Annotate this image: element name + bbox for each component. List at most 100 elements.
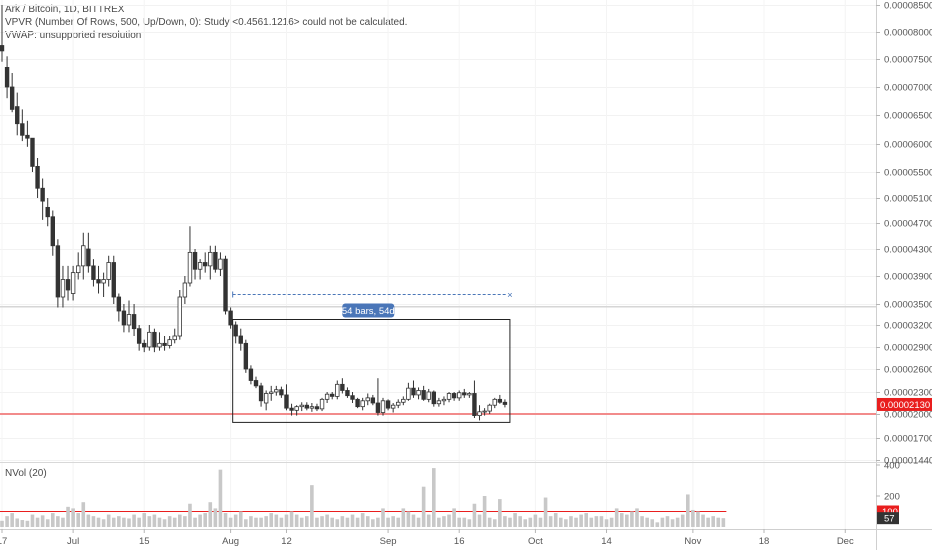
candle-body <box>192 251 198 270</box>
candle-body <box>131 314 137 330</box>
volume-bar <box>305 516 309 527</box>
candle <box>416 387 421 400</box>
volume-bar <box>548 516 553 527</box>
candle-body <box>45 206 50 218</box>
candle-body <box>116 296 122 312</box>
candle <box>86 232 91 273</box>
candle-body <box>487 404 492 412</box>
candle-body <box>294 406 299 411</box>
candle-body <box>451 393 457 399</box>
candle-body <box>223 258 228 312</box>
candle <box>101 272 106 297</box>
candle <box>187 226 193 287</box>
volume-bar <box>680 514 685 527</box>
candle <box>147 325 152 351</box>
candle-body <box>30 137 35 167</box>
price-tick-label: 0.00002600 <box>884 365 932 376</box>
candle-body <box>431 391 436 405</box>
candle <box>223 255 228 315</box>
candle <box>299 402 304 412</box>
candle <box>228 307 233 329</box>
candle <box>111 255 116 304</box>
candle-body <box>182 282 188 298</box>
price-tick-label: 0.00005100 <box>884 194 932 205</box>
candle <box>152 328 157 353</box>
candle-body <box>446 393 452 400</box>
price-tick-label: 0.00003200 <box>884 321 932 332</box>
volume-bar <box>447 514 451 527</box>
candle-body <box>324 393 330 400</box>
volume-bar <box>411 514 416 527</box>
volume-panel-label: NVol (20) <box>5 468 47 479</box>
volume-bar <box>655 522 660 527</box>
candle-body <box>136 328 142 344</box>
volume-bar <box>604 519 609 527</box>
measure-label-box <box>342 303 395 318</box>
candle <box>436 397 442 407</box>
time-axis[interactable]: 17 Jul 15 Aug 12 Sep 16 Oct 14 Nov 18 Dec <box>0 529 854 547</box>
volume-bar <box>127 518 131 527</box>
candle-body <box>304 404 309 409</box>
candle <box>213 245 218 273</box>
candle <box>50 210 55 256</box>
volume-bar <box>635 508 639 527</box>
candle <box>91 259 96 287</box>
candle <box>462 388 467 398</box>
price-tick-label: 0.00004700 <box>884 219 932 230</box>
measure-tool[interactable]: × 54 bars, 54d <box>232 290 513 423</box>
volume-bar <box>426 514 431 527</box>
volume-bar <box>523 519 528 527</box>
volume-bar <box>183 516 187 527</box>
volume-bar <box>432 468 436 527</box>
volume-bar <box>325 514 329 527</box>
volume-bar <box>416 517 421 527</box>
candle-body <box>462 392 467 396</box>
volume-bar <box>498 499 502 527</box>
candle-body <box>482 410 487 413</box>
price-tick-label: 0.00006000 <box>884 140 932 151</box>
time-tick-label: Oct <box>528 536 543 547</box>
candle <box>65 265 71 301</box>
candle <box>456 390 462 401</box>
volume-bar <box>543 497 548 527</box>
range-box[interactable] <box>232 319 511 423</box>
volume-bar <box>147 516 152 527</box>
volume-bar <box>157 517 162 527</box>
volume-bar <box>269 513 274 527</box>
candle <box>263 390 269 411</box>
time-tick-label: Sep <box>380 536 397 547</box>
volume-bar <box>20 520 25 527</box>
candle <box>197 259 203 280</box>
volume-tick-label: 400 <box>884 461 900 472</box>
volume-bar <box>111 517 116 527</box>
candle-body <box>335 383 340 397</box>
measure-end-marker[interactable]: × <box>507 290 513 301</box>
volume-bar <box>421 486 426 527</box>
candle <box>446 392 452 403</box>
volume-bar <box>279 517 284 527</box>
volume-bar <box>244 519 248 527</box>
volume-bar <box>508 517 512 527</box>
volume-bar <box>660 517 665 527</box>
volume-bar <box>584 513 588 527</box>
volume-bar <box>10 513 14 527</box>
candle-body <box>263 393 269 404</box>
candle-body <box>299 404 304 408</box>
price-tick-label: 0.00002300 <box>884 388 932 399</box>
candle <box>248 365 254 385</box>
candle <box>126 300 132 333</box>
candle <box>70 265 76 301</box>
volume-bar <box>345 517 350 527</box>
price-axis[interactable]: 0.00008500 0.00008000 0.00007500 0.00007000… <box>876 1 932 467</box>
volume-bar <box>213 508 218 527</box>
candle <box>76 252 81 280</box>
candle-body <box>279 389 284 396</box>
volume-bar <box>559 517 563 527</box>
candle <box>131 304 137 336</box>
volume-bar <box>264 516 268 527</box>
candle-body <box>218 258 223 270</box>
measure-label: 54 bars, 54d <box>342 306 395 317</box>
candle <box>487 403 492 414</box>
candle-body <box>360 400 365 408</box>
